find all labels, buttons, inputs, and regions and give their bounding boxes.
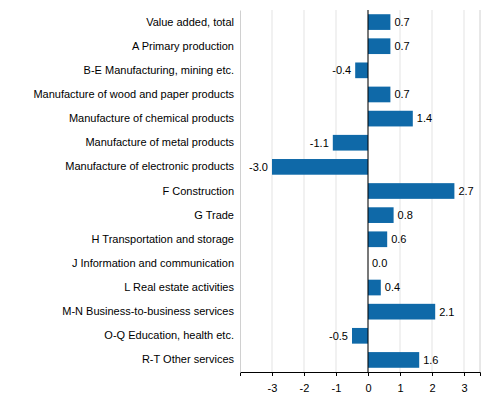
tick-mark <box>432 372 433 376</box>
data-label: -1.1 <box>310 137 329 149</box>
tick: Value added, total <box>146 16 240 28</box>
tick: F Construction <box>162 185 240 197</box>
bar <box>368 304 435 320</box>
data-label: 0.7 <box>394 88 409 100</box>
tick: -1 <box>332 372 342 394</box>
bar <box>368 14 390 30</box>
tick-mark <box>304 372 305 376</box>
x-axis-line <box>241 373 481 377</box>
tick-mark <box>400 372 401 376</box>
tick: B-E Manufacturing, mining etc. <box>84 64 240 76</box>
data-label: 1.4 <box>417 112 432 124</box>
tick: R-T Other services <box>142 353 240 365</box>
bar <box>368 352 419 368</box>
category-label: O-Q Education, health etc. <box>104 329 234 341</box>
tick-label: 1 <box>397 382 403 394</box>
tick-mark <box>336 372 337 376</box>
tick: 3 <box>461 372 467 394</box>
tick: O-Q Education, health etc. <box>104 329 240 341</box>
grid-line <box>272 10 273 372</box>
bar <box>368 207 394 223</box>
category-label: Manufacture of wood and paper products <box>33 88 234 100</box>
bars <box>272 14 454 368</box>
data-label: 0.6 <box>391 233 406 245</box>
category-label: M-N Business-to-business services <box>62 305 234 317</box>
tick-mark <box>368 372 369 376</box>
tick: J Information and communication <box>72 257 240 269</box>
data-label: 2.7 <box>458 185 473 197</box>
category-label: A Primary production <box>132 40 234 52</box>
tick: -3 <box>268 372 278 394</box>
category-label: Value added, total <box>146 16 234 28</box>
tick: Manufacture of chemical products <box>69 112 240 124</box>
tick: Manufacture of metal products <box>85 136 240 148</box>
grid-line <box>304 10 305 372</box>
category-label: F Construction <box>162 185 234 197</box>
category-label: G Trade <box>194 209 234 221</box>
bar <box>333 135 368 151</box>
tick: L Real estate activities <box>124 281 240 293</box>
data-label: -0.4 <box>332 64 351 76</box>
tick: A Primary production <box>132 40 240 52</box>
data-label: -0.5 <box>329 330 348 342</box>
category-label: H Transportation and storage <box>92 233 234 245</box>
bar <box>368 231 387 247</box>
x-axis: -3 -2 -1 0 1 2 3 <box>241 372 481 394</box>
category-label: Manufacture of chemical products <box>69 112 235 124</box>
chart: -3 -2 -1 0 1 2 3 Value added, total A Primary pr… <box>0 0 491 416</box>
category-label: Manufacture of electronic products <box>65 160 234 172</box>
category-label: R-T Other services <box>142 353 235 365</box>
tick-label: 3 <box>461 382 467 394</box>
data-label: 0.7 <box>394 16 409 28</box>
bar <box>368 38 390 54</box>
tick: 2 <box>429 372 435 394</box>
bar <box>352 328 368 344</box>
bar <box>355 62 368 78</box>
data-label: 2.1 <box>439 306 454 318</box>
category-label: B-E Manufacturing, mining etc. <box>84 64 234 76</box>
tick: Manufacture of wood and paper products <box>33 88 240 100</box>
category-label: J Information and communication <box>72 257 234 269</box>
tick-label: 0 <box>365 382 371 394</box>
tick: Manufacture of electronic products <box>65 160 240 172</box>
bar <box>368 87 390 103</box>
data-label: 0.0 <box>372 257 387 269</box>
bar <box>368 111 413 127</box>
frame <box>480 10 481 372</box>
category-label: Manufacture of metal products <box>85 136 234 148</box>
data-label: 1.6 <box>423 354 438 366</box>
bar <box>368 183 454 199</box>
data-label: 0.7 <box>394 40 409 52</box>
grid-line <box>368 10 369 372</box>
y-axis: Value added, total A Primary production B-… <box>33 11 240 373</box>
data-label: 0.4 <box>385 281 400 293</box>
bar <box>368 280 381 296</box>
y-axis-line <box>240 11 241 373</box>
bar <box>272 159 368 175</box>
tick-label: -2 <box>300 382 310 394</box>
tick: M-N Business-to-business services <box>62 305 240 317</box>
tick: H Transportation and storage <box>92 233 240 245</box>
zero-line <box>368 10 369 372</box>
tick: G Trade <box>194 209 240 221</box>
data-label: -3.0 <box>249 161 268 173</box>
category-label: L Real estate activities <box>124 281 234 293</box>
grid <box>272 10 464 372</box>
plot: -3 -2 -1 0 1 2 3 Value added, total A Primary pr… <box>33 10 480 394</box>
tick-label: -3 <box>268 382 278 394</box>
tick-mark <box>272 372 273 376</box>
tick: 0 <box>365 372 371 394</box>
data-labels: 0.7 0.7 -0.4 0.7 1.4 -1.1 -3.0 2.7 0.8 0.6 0.0 0.4 2… <box>249 16 474 366</box>
tick-label: 2 <box>429 382 435 394</box>
tick: -2 <box>300 372 310 394</box>
data-label: 0.8 <box>398 209 413 221</box>
tick-mark <box>464 372 465 376</box>
tick: 1 <box>397 372 403 394</box>
tick-label: -1 <box>332 382 342 394</box>
